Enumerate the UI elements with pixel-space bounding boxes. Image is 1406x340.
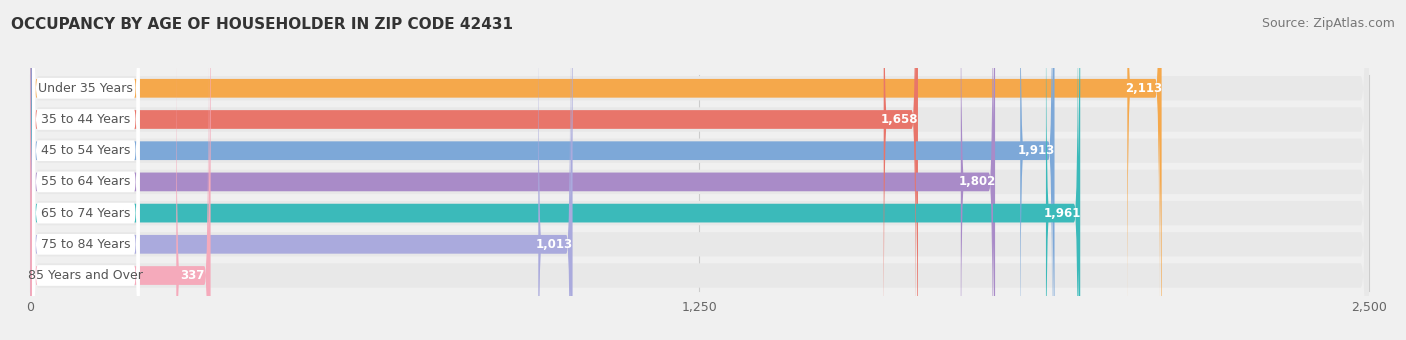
FancyBboxPatch shape: [1021, 0, 1052, 340]
Text: 55 to 64 Years: 55 to 64 Years: [41, 175, 131, 188]
FancyBboxPatch shape: [176, 35, 208, 340]
FancyBboxPatch shape: [30, 0, 1080, 340]
FancyBboxPatch shape: [30, 0, 995, 340]
Text: Source: ZipAtlas.com: Source: ZipAtlas.com: [1261, 17, 1395, 30]
Text: 1,961: 1,961: [1043, 207, 1081, 220]
Text: 45 to 54 Years: 45 to 54 Years: [41, 144, 131, 157]
FancyBboxPatch shape: [960, 0, 993, 340]
FancyBboxPatch shape: [884, 0, 915, 340]
Text: 75 to 84 Years: 75 to 84 Years: [41, 238, 131, 251]
FancyBboxPatch shape: [1128, 0, 1160, 329]
Text: 1,013: 1,013: [536, 238, 572, 251]
FancyBboxPatch shape: [30, 0, 918, 340]
FancyBboxPatch shape: [1046, 0, 1078, 340]
FancyBboxPatch shape: [30, 0, 1369, 340]
FancyBboxPatch shape: [32, 0, 139, 340]
Text: 1,913: 1,913: [1018, 144, 1054, 157]
Text: OCCUPANCY BY AGE OF HOUSEHOLDER IN ZIP CODE 42431: OCCUPANCY BY AGE OF HOUSEHOLDER IN ZIP C…: [11, 17, 513, 32]
FancyBboxPatch shape: [30, 0, 211, 340]
FancyBboxPatch shape: [32, 0, 139, 340]
Text: 65 to 74 Years: 65 to 74 Years: [41, 207, 131, 220]
FancyBboxPatch shape: [32, 0, 139, 340]
FancyBboxPatch shape: [30, 0, 1054, 340]
FancyBboxPatch shape: [32, 0, 139, 340]
FancyBboxPatch shape: [30, 0, 1161, 340]
Text: 1,802: 1,802: [959, 175, 995, 188]
FancyBboxPatch shape: [30, 0, 1369, 340]
FancyBboxPatch shape: [32, 0, 139, 340]
FancyBboxPatch shape: [32, 0, 139, 340]
Text: 1,658: 1,658: [882, 113, 918, 126]
Text: 85 Years and Over: 85 Years and Over: [28, 269, 143, 282]
FancyBboxPatch shape: [30, 0, 572, 340]
FancyBboxPatch shape: [30, 0, 1369, 340]
Text: 2,113: 2,113: [1125, 82, 1161, 95]
FancyBboxPatch shape: [538, 3, 571, 340]
Text: 35 to 44 Years: 35 to 44 Years: [41, 113, 131, 126]
FancyBboxPatch shape: [32, 0, 139, 340]
FancyBboxPatch shape: [30, 0, 1369, 340]
Text: Under 35 Years: Under 35 Years: [38, 82, 134, 95]
FancyBboxPatch shape: [30, 0, 1369, 340]
Text: 337: 337: [180, 269, 204, 282]
FancyBboxPatch shape: [30, 0, 1369, 340]
FancyBboxPatch shape: [30, 0, 1369, 340]
